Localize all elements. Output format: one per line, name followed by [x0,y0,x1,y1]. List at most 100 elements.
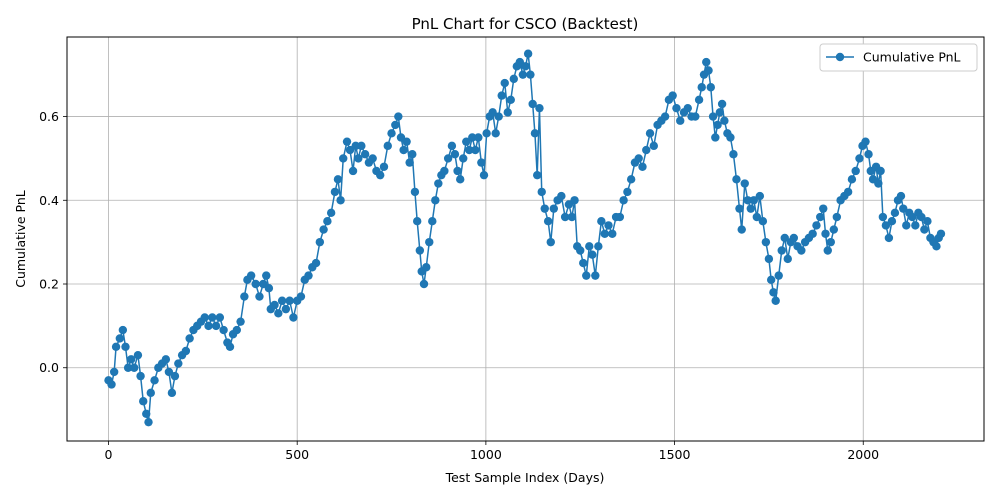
data-point [874,179,883,188]
data-point [123,363,133,372]
data-point [136,371,145,381]
x-tick-label: 1500 [659,447,691,462]
data-point [570,196,579,205]
data-point [735,204,744,213]
data-point [876,166,885,176]
data-point [477,158,486,167]
data-point [200,313,209,322]
data-point [917,212,926,222]
data-point [391,120,400,130]
data-point [118,325,128,335]
legend: Cumulative PnL [819,43,978,72]
data-point [855,154,864,163]
data-point [251,279,260,289]
data-point [649,141,658,151]
data-point [623,187,632,197]
data-point [225,342,235,351]
data-point [899,204,908,213]
data-point [342,137,352,146]
data-point [109,367,119,377]
data-point [920,225,929,234]
data-point [676,116,685,125]
data-point [142,409,151,418]
data-point [777,246,786,255]
data-point [219,325,228,335]
data-point [323,217,332,226]
data-point [642,145,651,155]
data-point [557,191,566,201]
data-point [672,103,681,113]
data-point [585,242,594,251]
data-point [752,212,762,222]
data-point [462,137,471,146]
data-point [546,237,555,247]
data-point [111,342,121,351]
data-point [450,150,460,159]
data-point [638,162,647,171]
y-tick-label: 0.6 [39,109,59,124]
data-point [453,166,462,176]
data-point [626,175,636,184]
data-point [277,296,287,305]
x-tick-label: 1000 [470,447,502,462]
data-point [851,166,860,176]
data-point [232,325,242,335]
data-point [808,229,817,238]
data-point [494,112,503,121]
data-point [240,292,249,301]
data-point [567,212,577,222]
data-point [208,313,217,322]
data-point [826,237,835,247]
data-point [615,212,625,222]
data-point [579,258,588,268]
data-point [296,292,306,301]
data-point [576,246,585,255]
data-point [428,217,437,226]
data-point [708,112,718,121]
data-point [164,367,174,377]
data-point [543,217,553,226]
data-point [402,137,411,146]
data-point [560,212,570,222]
data-point [471,145,480,155]
data-point [823,246,832,255]
data-point [600,229,609,238]
data-point [764,254,774,264]
series-layer [104,49,946,427]
data-point [908,212,917,222]
data-point [911,221,920,230]
data-point [726,133,735,142]
data-point [434,179,443,188]
data-point [715,108,725,117]
data-point [246,271,256,280]
data-point [932,242,941,251]
data-point [518,70,528,79]
data-point [526,70,535,79]
data-point [315,237,325,247]
data-point [211,321,221,331]
data-point [150,376,159,385]
data-point [604,221,613,230]
data-point [170,371,180,381]
data-point [383,141,392,151]
data-point [755,191,765,201]
data-point [311,258,321,268]
data-point [582,271,591,280]
ticks: 0 500 1000 1500 2000 0.0 0.2 0.4 0.6 [39,109,879,462]
data-point [729,150,738,159]
data-point [482,129,491,138]
data-point [497,91,506,100]
data-point [379,162,389,171]
data-point [440,166,449,176]
data-point [139,397,148,406]
data-point [521,62,530,71]
data-point [861,137,870,146]
data-point [887,217,897,226]
data-point [691,112,700,121]
y-axis-label: Cumulative PnL [13,190,28,288]
data-point [761,237,771,247]
data-point [711,133,720,142]
data-point [746,204,755,213]
data-point [357,141,366,151]
